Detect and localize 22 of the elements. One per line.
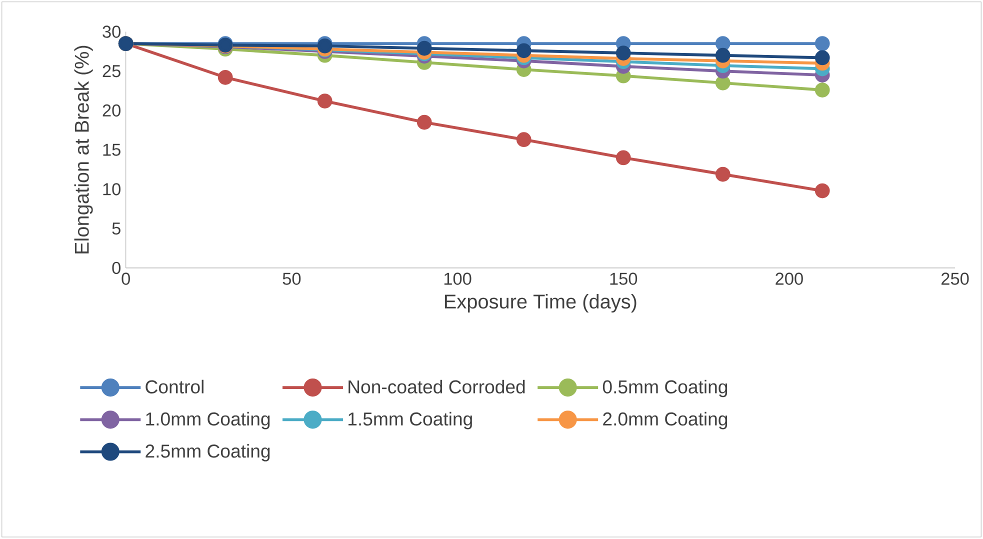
y-tick-label: 20	[102, 104, 120, 117]
y-tick-label: 0	[112, 262, 120, 274]
x-tick-label: 250	[942, 272, 969, 285]
legend-label: Non-coated Corroded	[348, 380, 525, 394]
y-tick-label: 15	[103, 144, 120, 156]
y-tick-label: 30	[102, 26, 120, 38]
x-tick-label: 50	[282, 272, 301, 285]
legend-label: 2.0mm Coating	[603, 412, 728, 430]
x-tick-label: 100	[444, 272, 472, 285]
legend-label: 0.5mm Coating	[602, 380, 728, 398]
y-tick-label: 10	[103, 183, 120, 196]
x-tick-label: 0	[122, 272, 130, 285]
legend-label: 1.0mm Coating	[146, 412, 270, 430]
legend-label: Control	[146, 380, 204, 394]
x-axis-title: Exposure Time (days)	[445, 294, 636, 313]
y-axis-title: Elongation at Break (%)	[74, 46, 93, 254]
legend-label: 2.5mm Coating	[146, 444, 270, 462]
x-tick-label: 200	[776, 272, 803, 285]
legend-label: 1.5mm Coating	[348, 412, 472, 430]
y-tick-label: 25	[102, 65, 120, 78]
x-tick-label: 150	[610, 272, 638, 285]
y-tick-label: 5	[112, 222, 120, 235]
